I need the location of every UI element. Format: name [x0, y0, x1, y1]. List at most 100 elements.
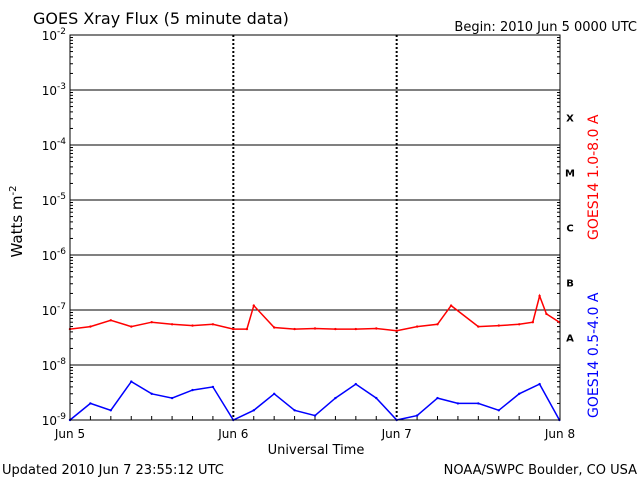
series-point — [252, 409, 255, 412]
series-point — [415, 414, 419, 417]
y-tick-base: 10 — [42, 359, 57, 373]
y-tick-label: 10-6 — [42, 247, 67, 263]
y-tick-exponent: -4 — [57, 137, 66, 147]
flare-class-label: C — [566, 224, 573, 235]
series-point — [545, 312, 548, 316]
series-point — [130, 380, 133, 383]
series-point — [130, 325, 133, 328]
begin-label: Begin: 2010 Jun 5 0000 UTC — [454, 20, 637, 35]
series-point — [531, 321, 534, 324]
series-point — [354, 382, 357, 386]
flare-class-label: M — [565, 169, 575, 180]
flare-class-label: X — [566, 114, 574, 125]
x-axis-label: Universal Time — [268, 443, 365, 458]
credit-text: NOAA/SWPC Boulder, CO USA — [444, 463, 637, 478]
y-tick-label: 10-5 — [42, 192, 66, 208]
y-tick-label: 10-9 — [42, 412, 67, 428]
series-point — [395, 329, 398, 332]
legend-short-channel: GOES14 0.5-4.0 A — [586, 292, 602, 418]
flare-class-label: A — [566, 334, 574, 345]
y-tick-label: 10-3 — [42, 82, 66, 98]
y-tick-exponent: -7 — [57, 302, 66, 312]
y-tick-base: 10 — [42, 139, 57, 153]
series-point — [191, 324, 194, 327]
y-tick-label: 10-2 — [42, 27, 66, 43]
y-axis-label: Watts m-2 — [8, 185, 26, 257]
y-tick-exponent: -6 — [57, 247, 66, 257]
series-point — [538, 294, 541, 298]
y-tick-exponent: -3 — [57, 82, 66, 92]
flare-class-label: B — [566, 279, 574, 290]
chart-title: GOES Xray Flux (5 minute data) — [33, 9, 289, 28]
series-point — [150, 392, 153, 395]
x-tick-label: Jun 5 — [54, 427, 85, 441]
series-point — [456, 402, 460, 405]
series-point — [375, 327, 378, 330]
series-point — [109, 319, 113, 322]
series-point — [477, 325, 480, 328]
y-tick-labels: 10-910-810-710-610-510-410-310-2 — [42, 27, 67, 428]
y-tick-base: 10 — [42, 249, 57, 263]
y-tick-exponent: -5 — [57, 192, 66, 202]
series-point — [293, 327, 296, 331]
series-point — [518, 392, 521, 395]
y-tick-exponent: -9 — [57, 412, 66, 422]
series-point — [89, 325, 92, 328]
series-point — [477, 402, 480, 405]
updated-timestamp: Updated 2010 Jun 7 23:55:12 UTC — [2, 463, 224, 478]
y-tick-base: 10 — [42, 29, 57, 43]
y-axis-label-text: Watts m — [8, 195, 26, 257]
series-point — [334, 327, 337, 331]
series-point — [273, 392, 276, 395]
series-point — [375, 396, 378, 400]
series-point — [191, 388, 194, 392]
y-tick-label: 10-8 — [42, 357, 67, 373]
y-tick-base: 10 — [42, 84, 57, 98]
series-point — [497, 409, 500, 412]
series-point — [436, 396, 439, 400]
y-tick-label: 10-4 — [42, 137, 67, 153]
series-point — [109, 409, 113, 412]
y-tick-base: 10 — [42, 194, 57, 208]
series-point — [211, 323, 215, 326]
series-point — [89, 402, 92, 405]
series-point — [170, 396, 174, 400]
plot-frame — [69, 34, 561, 421]
series-point — [449, 304, 453, 307]
series-point — [232, 327, 235, 331]
flare-class-labels: A B C M X — [565, 114, 575, 345]
x-tick-label: Jun 8 — [544, 427, 575, 441]
series-point — [415, 325, 419, 328]
series-point — [252, 304, 255, 307]
series-point — [436, 323, 439, 326]
x-tick-labels: Jun 5 Jun 6 Jun 7 Jun 8 — [54, 427, 575, 441]
series-layer — [68, 293, 561, 422]
series-point — [354, 327, 357, 331]
legend-long-channel: GOES14 1.0-8.0 A — [586, 114, 602, 240]
series-line-short — [69, 380, 561, 421]
series-point — [313, 327, 317, 330]
series-point — [334, 396, 337, 400]
y-tick-label: 10-7 — [42, 302, 66, 318]
y-tick-exponent: -8 — [57, 357, 66, 367]
series-point — [293, 409, 296, 412]
x-tick-label: Jun 7 — [381, 427, 412, 441]
series-line-long — [69, 293, 560, 332]
grid-lines — [70, 34, 560, 421]
series-point — [273, 326, 276, 329]
series-point — [313, 414, 317, 417]
y-tick-base: 10 — [42, 414, 57, 428]
series-point — [497, 324, 500, 327]
series-point — [538, 382, 541, 386]
series-point — [150, 321, 153, 324]
x-tick-label: Jun 6 — [217, 427, 248, 441]
y-tick-exponent: -2 — [57, 27, 66, 37]
series-point — [170, 323, 174, 326]
series-point — [211, 385, 215, 389]
series-point — [245, 327, 249, 331]
y-tick-base: 10 — [42, 304, 57, 318]
y-axis-label-exponent: -2 — [8, 185, 19, 195]
series-point — [518, 323, 521, 326]
